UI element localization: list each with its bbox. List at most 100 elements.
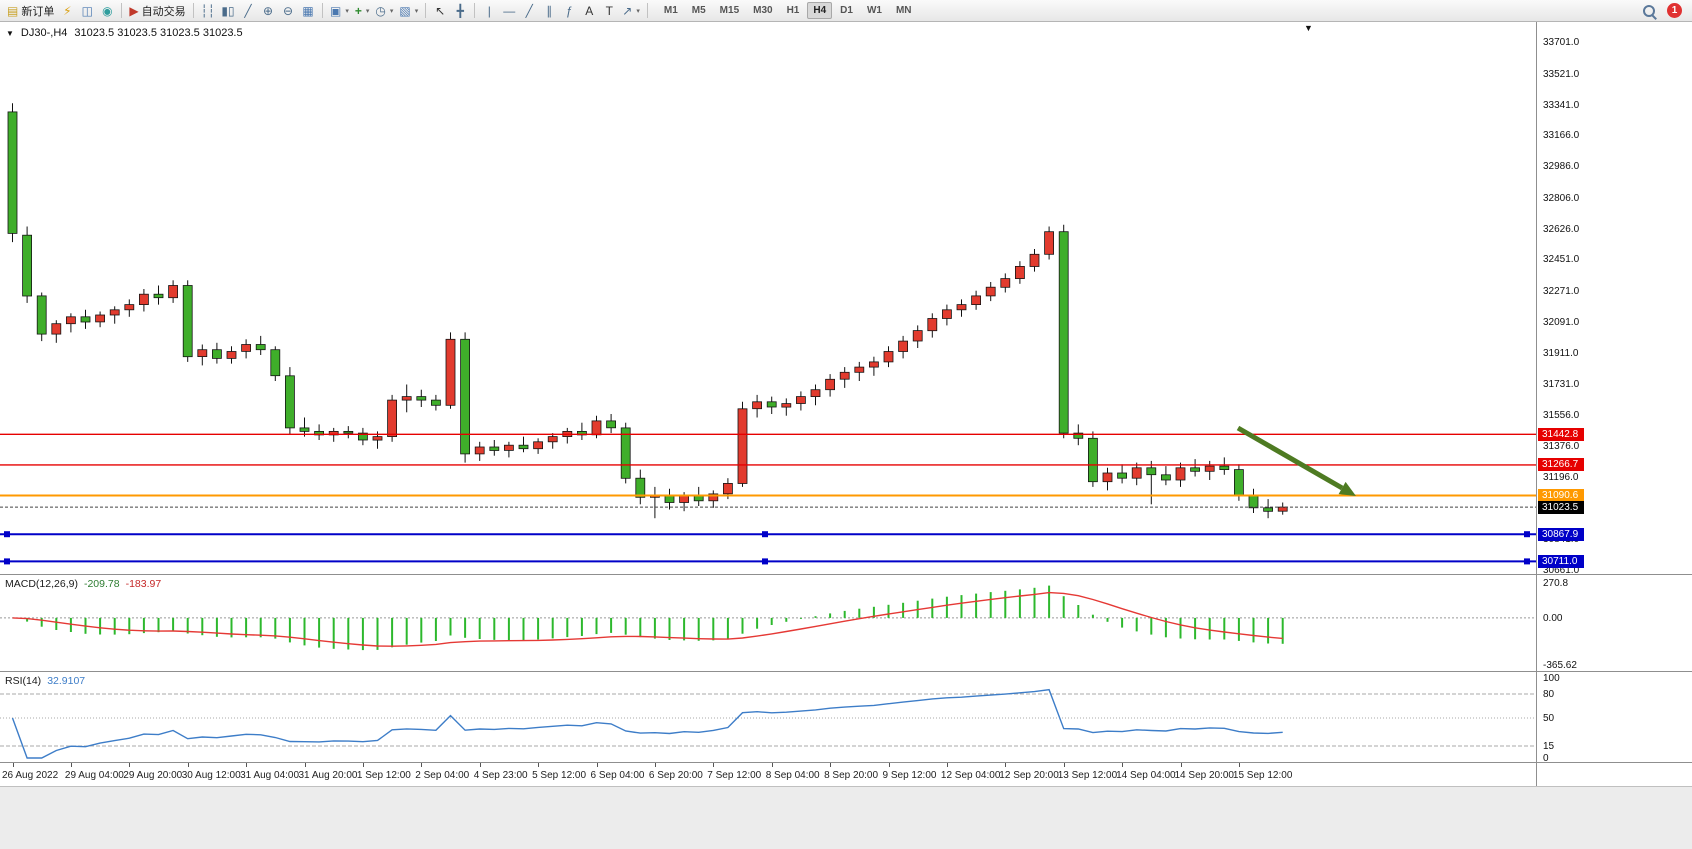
rsi-panel-canvas[interactable] <box>0 672 1536 762</box>
search-icon[interactable] <box>1641 3 1657 19</box>
time-tick <box>1238 763 1240 767</box>
line-handle[interactable] <box>4 531 10 538</box>
text-label-button[interactable]: T <box>599 2 619 20</box>
candle <box>1263 507 1273 512</box>
symbol-label: DJ30-,H4 <box>20 27 68 39</box>
candle <box>547 436 558 443</box>
cursor-icon: ↖ <box>435 3 446 18</box>
time-label: 12 Sep 20:00 <box>999 770 1059 781</box>
price-badge: 30867.9 <box>1538 527 1584 541</box>
candle <box>518 444 529 450</box>
globe-button[interactable]: ◉ <box>97 2 117 20</box>
line-handle[interactable] <box>1524 531 1530 538</box>
candle <box>971 295 981 305</box>
channel-icon: ∥ <box>546 3 553 18</box>
time-tick <box>479 763 481 767</box>
candle <box>357 432 368 441</box>
hline-object-30711.0[interactable] <box>0 558 1536 565</box>
price-axis-label: 31556.0 <box>1543 409 1580 421</box>
indicators-button[interactable]: + ▾ <box>352 2 373 20</box>
timeframe-w1[interactable]: W1 <box>866 5 882 16</box>
templates-button[interactable]: ▧ ▾ <box>396 2 421 20</box>
price-axis-label: 32986.0 <box>1543 161 1580 173</box>
toolbar-separator <box>192 3 194 18</box>
text-label-icon: T <box>605 3 613 18</box>
arrow-head <box>1338 481 1356 496</box>
panel-separator[interactable] <box>0 762 1692 763</box>
candle <box>430 399 441 406</box>
one-click-expander-icon[interactable]: ▼ <box>6 28 14 38</box>
crosshair-button[interactable]: ╋ <box>450 2 470 20</box>
panel-separator[interactable] <box>0 671 1692 672</box>
line-mode-button[interactable]: ╱ <box>238 2 258 20</box>
candle <box>270 349 281 377</box>
cursor-button[interactable]: ↖ <box>430 2 450 20</box>
bars-mode-button[interactable]: ┆┆ <box>198 2 218 20</box>
text-button[interactable]: A <box>579 2 599 20</box>
candles-mode-button[interactable]: ▮▯ <box>218 2 238 20</box>
timeframe-mn[interactable]: MN <box>895 5 912 16</box>
timeframe-h4[interactable]: H4 <box>807 2 833 19</box>
tile-windows-button[interactable]: ▦ <box>298 2 318 20</box>
line-handle[interactable] <box>1524 558 1530 565</box>
notification-badge[interactable]: 1 <box>1667 3 1682 18</box>
fibonacci-button[interactable]: ƒ <box>559 2 579 20</box>
trendline-button[interactable]: ╱ <box>519 2 539 20</box>
candle <box>723 482 733 495</box>
candle <box>1029 253 1040 267</box>
main-chart-canvas[interactable] <box>0 22 1536 574</box>
ohlc-values: 31023.5 31023.5 31023.5 31023.5 <box>74 27 243 39</box>
lightning-icon-button[interactable]: ⚡ <box>57 2 77 20</box>
zoom-out-button[interactable]: ⊖ <box>278 2 298 20</box>
dropdown-caret-icon: ▾ <box>365 7 370 15</box>
time-label: 6 Sep 20:00 <box>648 770 703 781</box>
hline-object-30867.9[interactable] <box>0 531 1536 538</box>
time-tick <box>946 763 948 767</box>
candle <box>635 477 646 498</box>
text-icon: A <box>585 3 594 18</box>
chart-window-button[interactable]: ◫ <box>77 2 97 20</box>
zoom-in-button[interactable]: ⊕ <box>258 2 278 20</box>
arrows-button[interactable]: ↗ ▾ <box>619 2 643 20</box>
timeframe-d1[interactable]: D1 <box>840 5 853 16</box>
new-order-button[interactable]: ▤ 新订单 <box>4 2 57 20</box>
timeframe-m30[interactable]: M30 <box>753 5 773 16</box>
candle <box>927 318 938 332</box>
panel-separator[interactable] <box>0 574 1692 575</box>
candle <box>606 420 616 429</box>
line-handle[interactable] <box>762 531 768 538</box>
candle <box>343 430 354 434</box>
timeframe-m5[interactable]: M5 <box>691 5 706 16</box>
rsi-title: RSI(14) <box>5 675 42 687</box>
price-axis-label: 33701.0 <box>1543 37 1580 49</box>
time-tick <box>1005 763 1007 767</box>
vertical-line-button[interactable]: | <box>479 2 499 20</box>
candle <box>36 295 47 335</box>
candle <box>985 286 996 297</box>
line-handle[interactable] <box>4 558 10 565</box>
auto-trading-button[interactable]: ▶ 自动交易 <box>126 2 188 20</box>
time-label: 31 Aug 04:00 <box>240 770 300 781</box>
timeframe-m15[interactable]: M15 <box>719 5 740 16</box>
fibonacci-icon: ƒ <box>565 3 573 18</box>
periods-button[interactable]: ◷ ▾ <box>372 2 396 20</box>
channel-button[interactable]: ∥ <box>539 2 559 20</box>
horizontal-line-button[interactable]: ― <box>499 2 519 20</box>
timeframe-h1[interactable]: H1 <box>786 5 800 16</box>
indicators-icon: + <box>354 3 362 18</box>
time-axis[interactable]: 26 Aug 2022 29 Aug 04:00 29 Aug 20:00 30 Au… <box>0 763 1536 786</box>
chart-window[interactable]: ▼ DJ30-,H4 31023.5 31023.5 31023.5 31023… <box>0 22 1692 786</box>
line-handle[interactable] <box>762 558 768 565</box>
candle <box>1146 467 1157 476</box>
new-order-icon: ▤ <box>7 3 19 18</box>
price-axis-label: 32806.0 <box>1543 192 1580 204</box>
new-chart-button[interactable]: ▣ ▾ <box>327 2 352 20</box>
price-axis[interactable]: 33701.0 33521.0 33341.0 33166.0 32986.0 32806… <box>1536 22 1692 786</box>
macd-axis-label: 0.00 <box>1543 612 1563 624</box>
timeframe-m1[interactable]: M1 <box>663 5 678 16</box>
macd-panel-canvas[interactable] <box>0 575 1536 671</box>
time-label: 29 Aug 04:00 <box>64 770 124 781</box>
horizontal-line-icon: ― <box>503 3 516 18</box>
trend-arrow-object[interactable] <box>1236 425 1356 496</box>
